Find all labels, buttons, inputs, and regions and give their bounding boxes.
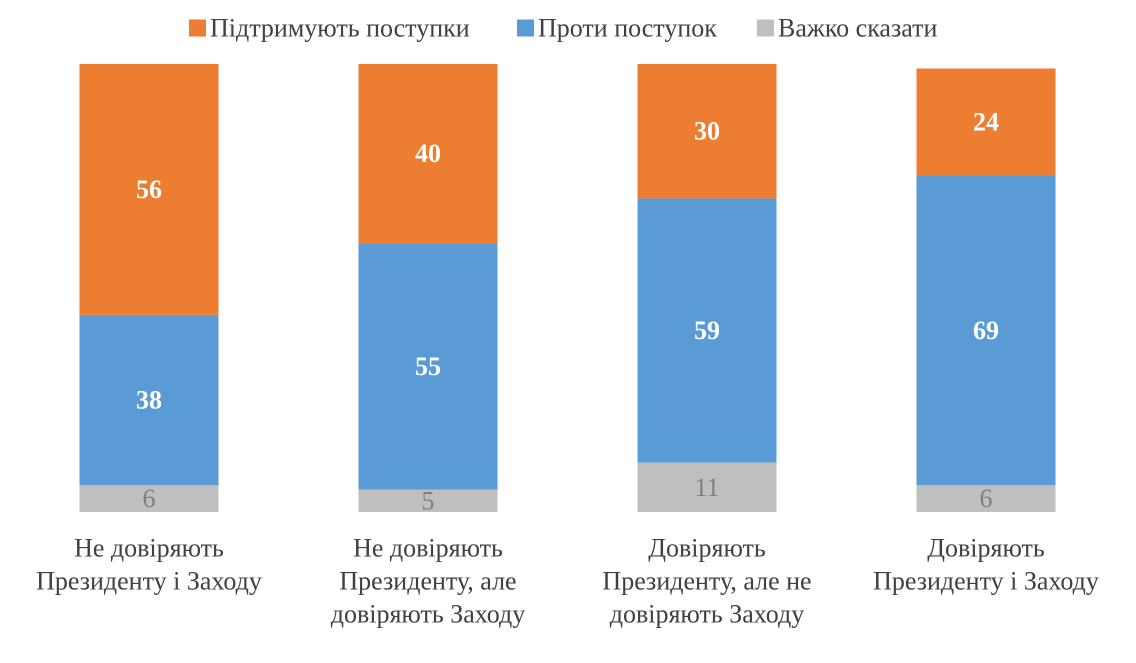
data-label: 56 [136, 175, 162, 204]
category-label: довіряють Заходу [331, 600, 526, 629]
category-label: Президенту, але не [602, 567, 811, 596]
legend: Підтримують поступки Проти поступок Важко … [189, 14, 937, 43]
category-label: Довіряють [927, 534, 1045, 563]
legend-swatch [189, 19, 206, 37]
data-label: 38 [136, 386, 162, 415]
bar-segment [358, 64, 498, 244]
bar-segment [637, 198, 777, 463]
category-label: Довіряють [648, 534, 766, 563]
data-label: 69 [973, 316, 999, 345]
category-label: Не довіряють [353, 534, 503, 563]
bar-segment [637, 462, 777, 512]
legend-label: Проти поступок [538, 14, 717, 43]
bar-segment [916, 485, 1056, 512]
data-label: 5 [422, 486, 435, 515]
data-label: 40 [415, 139, 441, 168]
bars [79, 64, 1056, 512]
category-label: Не довіряють [74, 534, 224, 563]
bar-segment [79, 485, 219, 512]
bar-segment [79, 64, 219, 315]
category-label: Президенту і Заходу [36, 567, 262, 596]
data-label: 30 [694, 117, 720, 146]
data-label: 24 [973, 108, 999, 137]
category-labels: Не довіряють Президенту і Заходу Не довіря… [36, 534, 1099, 629]
bar-segment [358, 489, 498, 512]
bar-segment [916, 176, 1056, 486]
data-label: 55 [415, 352, 441, 381]
legend-label: Важко сказати [778, 14, 937, 43]
bar-segment [79, 314, 219, 486]
data-label: 11 [694, 473, 719, 502]
bar-segment [358, 243, 498, 490]
legend-swatch [757, 19, 774, 37]
bar-segment [916, 68, 1056, 176]
bar-segment [637, 64, 777, 199]
data-label: 59 [694, 316, 720, 345]
category-label: Президенту і Заходу [873, 567, 1099, 596]
category-label: Президенту, але [339, 567, 516, 596]
data-label: 6 [143, 484, 156, 513]
data-label: 6 [980, 484, 993, 513]
legend-label: Підтримують поступки [210, 14, 470, 43]
category-label: довіряють Заходу [610, 600, 805, 629]
legend-swatch [517, 19, 534, 37]
